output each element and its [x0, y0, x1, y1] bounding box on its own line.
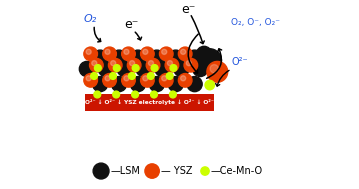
Circle shape	[89, 58, 103, 72]
Circle shape	[108, 58, 122, 72]
Circle shape	[124, 49, 129, 54]
Text: — YSZ: — YSZ	[160, 166, 192, 176]
Circle shape	[130, 61, 135, 66]
Circle shape	[151, 65, 158, 71]
Circle shape	[93, 163, 109, 179]
Text: e⁻: e⁻	[124, 18, 139, 31]
Circle shape	[178, 74, 192, 87]
Circle shape	[84, 47, 98, 61]
Circle shape	[187, 50, 202, 65]
Circle shape	[159, 47, 173, 61]
Circle shape	[93, 77, 108, 92]
Circle shape	[105, 76, 110, 81]
Circle shape	[146, 58, 160, 72]
Circle shape	[174, 61, 189, 77]
Circle shape	[117, 61, 132, 77]
Circle shape	[111, 50, 127, 65]
Circle shape	[181, 76, 186, 81]
Circle shape	[79, 61, 94, 77]
Circle shape	[132, 65, 139, 71]
Circle shape	[94, 65, 101, 71]
Circle shape	[84, 74, 98, 87]
Circle shape	[94, 91, 101, 98]
Circle shape	[122, 74, 135, 87]
Circle shape	[155, 61, 170, 77]
Circle shape	[141, 47, 154, 61]
Circle shape	[141, 74, 154, 87]
Circle shape	[168, 77, 183, 92]
Circle shape	[170, 65, 177, 71]
Circle shape	[201, 167, 209, 175]
Circle shape	[169, 91, 176, 98]
FancyBboxPatch shape	[85, 94, 214, 111]
Circle shape	[149, 50, 164, 65]
Circle shape	[143, 76, 148, 81]
Circle shape	[167, 61, 172, 66]
Circle shape	[130, 50, 145, 65]
Text: O²⁻ ↓ O²⁻ ↓ YSZ electrolyte ↓ O²⁻ ↓ O²⁻: O²⁻ ↓ O²⁻ ↓ YSZ electrolyte ↓ O²⁻ ↓ O²⁻	[85, 99, 214, 105]
Circle shape	[86, 76, 91, 81]
Circle shape	[181, 49, 186, 54]
Circle shape	[148, 61, 154, 66]
Circle shape	[122, 47, 135, 61]
Circle shape	[207, 61, 228, 82]
Circle shape	[148, 73, 154, 79]
Circle shape	[168, 50, 183, 65]
Circle shape	[127, 58, 141, 72]
Circle shape	[130, 77, 145, 92]
Circle shape	[162, 76, 167, 81]
Circle shape	[143, 49, 148, 54]
Text: O²⁻: O²⁻	[232, 57, 248, 67]
Text: O₂: O₂	[83, 14, 96, 24]
Circle shape	[136, 61, 151, 77]
Circle shape	[205, 80, 214, 90]
Circle shape	[178, 47, 192, 61]
Circle shape	[86, 49, 91, 54]
Circle shape	[103, 74, 116, 87]
Circle shape	[184, 58, 198, 72]
Circle shape	[129, 73, 135, 79]
Circle shape	[162, 49, 167, 54]
Circle shape	[98, 61, 113, 77]
Circle shape	[210, 65, 218, 73]
Circle shape	[193, 61, 208, 77]
Circle shape	[198, 49, 222, 72]
Circle shape	[113, 91, 120, 98]
Circle shape	[111, 61, 116, 66]
Circle shape	[93, 50, 108, 65]
Circle shape	[103, 47, 116, 61]
Text: e⁻: e⁻	[181, 3, 195, 16]
Circle shape	[166, 73, 173, 79]
Text: —Ce-Mn-O: —Ce-Mn-O	[211, 166, 263, 176]
Circle shape	[132, 91, 139, 98]
Circle shape	[186, 61, 191, 66]
Circle shape	[145, 164, 159, 178]
Circle shape	[159, 74, 173, 87]
Circle shape	[196, 46, 211, 61]
Circle shape	[113, 65, 120, 71]
Circle shape	[187, 77, 202, 92]
Circle shape	[105, 49, 110, 54]
Circle shape	[165, 58, 179, 72]
Text: —LSM: —LSM	[111, 166, 140, 176]
Circle shape	[149, 77, 164, 92]
Circle shape	[92, 61, 97, 66]
Text: O₂, O⁻, O₂⁻: O₂, O⁻, O₂⁻	[232, 18, 280, 27]
Circle shape	[109, 73, 116, 79]
Circle shape	[150, 91, 157, 98]
Circle shape	[124, 76, 129, 81]
Circle shape	[91, 73, 98, 79]
Circle shape	[111, 77, 127, 92]
